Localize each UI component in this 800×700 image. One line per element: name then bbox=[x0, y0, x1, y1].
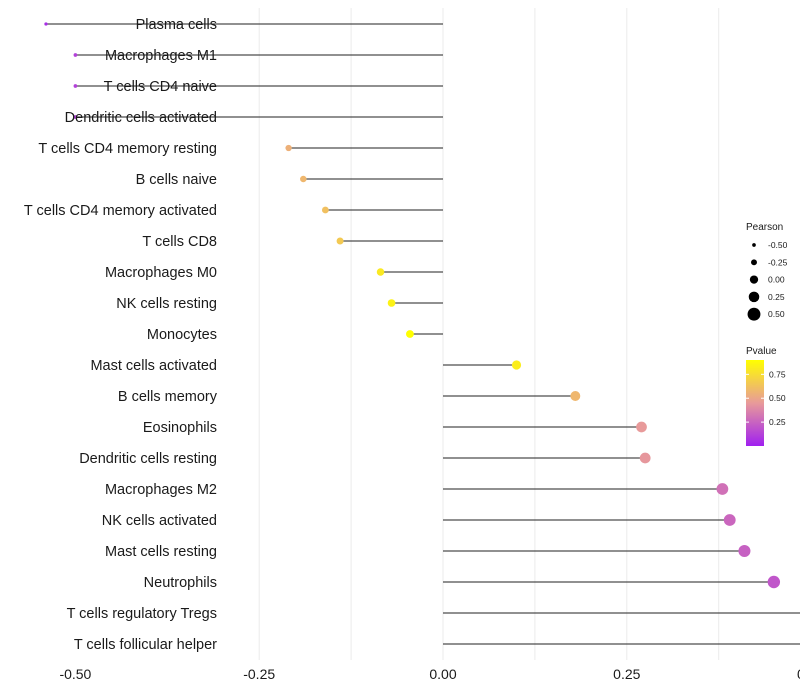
legend-size-label: -0.25 bbox=[768, 257, 788, 267]
lollipop-point bbox=[767, 575, 781, 589]
y-tick-label: Dendritic cells activated bbox=[65, 110, 217, 126]
y-tick-label: NK cells resting bbox=[116, 296, 217, 312]
y-tick-label: B cells memory bbox=[118, 389, 218, 405]
legend-size-point bbox=[748, 291, 760, 303]
y-tick-label: T cells regulatory Tregs bbox=[67, 606, 217, 622]
legend-colorbar bbox=[746, 360, 764, 446]
y-tick-label: Mast cells resting bbox=[105, 544, 217, 560]
y-tick-label: Mast cells activated bbox=[90, 358, 217, 374]
lollipop-point bbox=[73, 53, 78, 57]
y-tick-label: B cells naive bbox=[136, 172, 217, 188]
y-tick-label: Monocytes bbox=[147, 327, 217, 343]
legend-color-entries: 0.75 0.50 0.25 bbox=[746, 369, 786, 427]
legend-color-title: Pvalue bbox=[746, 346, 777, 357]
legend-size-label: -0.50 bbox=[768, 240, 788, 250]
y-tick-label: T cells CD4 memory activated bbox=[24, 203, 217, 219]
x-tick-label: 0.50 bbox=[797, 666, 800, 682]
x-tick-label: 0.00 bbox=[429, 666, 456, 682]
lollipop-point bbox=[321, 206, 329, 214]
lollipop-point bbox=[73, 84, 78, 88]
legend-size-label: 0.25 bbox=[768, 292, 785, 302]
lollipop-point bbox=[405, 330, 414, 338]
lollipop-point bbox=[570, 391, 581, 401]
lollipop-point bbox=[336, 237, 344, 245]
lollipop-point bbox=[44, 22, 48, 26]
x-tick-label: -0.25 bbox=[243, 666, 275, 682]
legend-color-label: 0.25 bbox=[769, 417, 786, 427]
lollipop-point bbox=[511, 360, 522, 370]
lollipop-point bbox=[636, 421, 647, 433]
y-tick-label: Macrophages M0 bbox=[105, 265, 217, 281]
x-tick-label: 0.25 bbox=[613, 666, 640, 682]
lollipop-point bbox=[285, 144, 292, 152]
x-axis-labels: -0.50-0.250.000.250.500.75 bbox=[59, 666, 800, 682]
legend-color-label: 0.75 bbox=[769, 369, 786, 379]
y-tick-label: Macrophages M2 bbox=[105, 482, 217, 498]
legend-size-point bbox=[747, 307, 761, 321]
y-tick-label: Dendritic cells resting bbox=[79, 451, 217, 467]
y-tick-label: Plasma cells bbox=[136, 17, 217, 33]
legend-size-label: 0.00 bbox=[768, 275, 785, 285]
legend-size-point bbox=[752, 243, 756, 247]
legend-size-title: Pearson bbox=[746, 222, 783, 233]
x-tick-label: -0.50 bbox=[59, 666, 91, 682]
lollipop-point bbox=[376, 268, 385, 276]
y-tick-label: T cells CD4 memory resting bbox=[38, 141, 217, 157]
legend: Pearson -0.50 -0.25 0.00 0.25 0.50 Pvalue 0.… bbox=[746, 222, 788, 446]
point-layer bbox=[44, 22, 781, 589]
y-tick-label: Macrophages M1 bbox=[105, 48, 217, 64]
lollipop-point bbox=[300, 175, 307, 183]
lollipop-point bbox=[723, 514, 736, 526]
y-tick-label: T cells CD8 bbox=[142, 234, 217, 250]
y-tick-label: Eosinophils bbox=[143, 420, 217, 436]
y-tick-label: Neutrophils bbox=[144, 575, 217, 591]
y-tick-label: T cells CD4 naive bbox=[104, 79, 217, 95]
legend-size-point bbox=[749, 275, 759, 284]
grid-layer bbox=[258, 8, 720, 660]
legend-size-entries: -0.50 -0.25 0.00 0.25 0.50 bbox=[747, 240, 788, 321]
legend-size-point bbox=[751, 259, 757, 266]
lollipop-point bbox=[738, 544, 751, 558]
lollipop-point bbox=[73, 115, 78, 119]
y-tick-label: T cells follicular helper bbox=[74, 637, 217, 653]
lollipop-point bbox=[716, 483, 729, 495]
lollipop-point bbox=[639, 452, 651, 464]
segment-layer bbox=[45, 23, 800, 645]
legend-size-label: 0.50 bbox=[768, 309, 785, 319]
y-axis-labels: Plasma cells Macrophages M1 T cells CD4 na… bbox=[24, 17, 218, 653]
y-tick-label: NK cells activated bbox=[102, 513, 217, 529]
lollipop-point bbox=[387, 299, 396, 307]
legend-color-label: 0.50 bbox=[769, 393, 786, 403]
